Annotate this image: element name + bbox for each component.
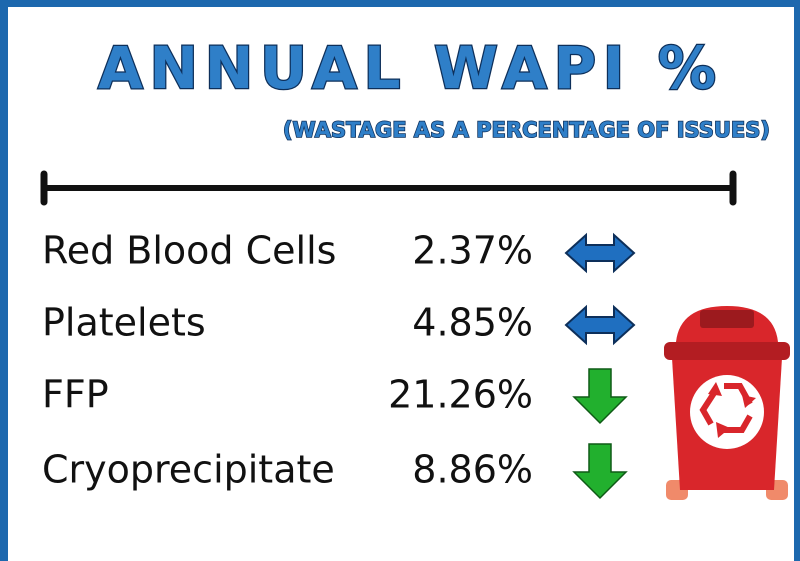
row-value: 21.26% — [388, 373, 533, 417]
rows: Red Blood Cells 2.37% Platelets 4.85% FFP 21.… — [42, 229, 533, 492]
title: ANNUAL WAPI % — [98, 34, 718, 102]
recycle-bin — [664, 306, 790, 500]
row-value: 2.37% — [412, 229, 533, 273]
row-value: 8.86% — [412, 448, 533, 492]
row-label: Red Blood Cells — [42, 229, 336, 273]
arrow-down — [572, 368, 628, 425]
row-label: Cryoprecipitate — [42, 448, 335, 492]
row-value: 4.85% — [412, 301, 533, 345]
arrow-down — [572, 443, 628, 500]
arrow-stable — [564, 304, 636, 346]
panel — [8, 7, 794, 561]
subtitle: (WASTAGE AS A PERCENTAGE OF ISSUES) — [283, 118, 770, 142]
row-label: FFP — [42, 373, 109, 417]
row-label: Platelets — [42, 301, 206, 345]
divider — [40, 170, 737, 206]
arrow-stable — [564, 232, 636, 274]
